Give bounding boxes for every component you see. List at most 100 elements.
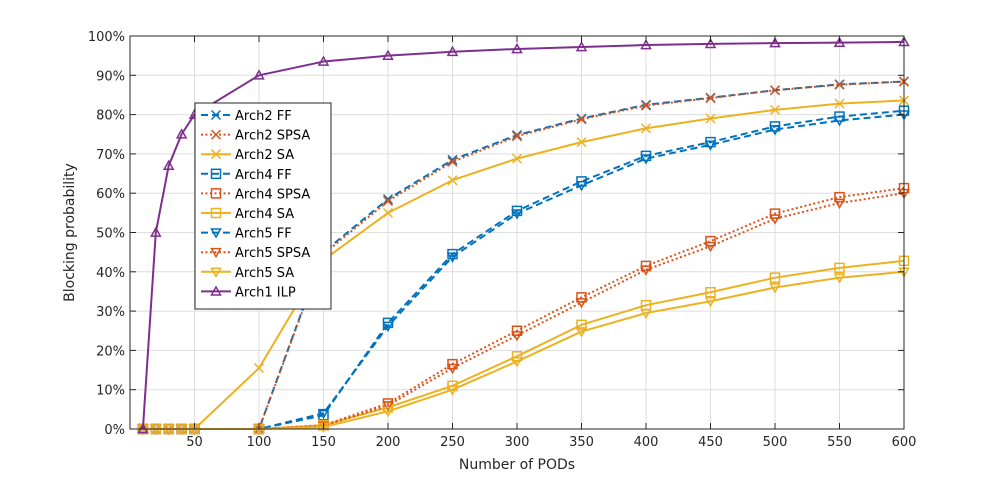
data-point-arch2-spsa	[382, 196, 394, 207]
data-point-arch1-ilp	[704, 37, 717, 49]
data-point-arch2-sa	[511, 153, 523, 164]
y-tick-label: 10%	[96, 384, 125, 399]
legend-swatch-marker	[210, 109, 222, 121]
data-point-arch5-ff	[317, 408, 330, 420]
data-point-arch1-ilp	[162, 159, 175, 171]
data-point-arch2-spsa	[705, 93, 716, 104]
data-point-arch1-ilp	[575, 40, 588, 52]
x-tick-label: 350	[569, 435, 594, 450]
data-point-arch2-ff	[447, 154, 458, 165]
data-point-arch5-sa	[511, 357, 523, 368]
x-axis-label: Number of PODs	[459, 457, 575, 473]
data-point-arch5-ff	[382, 321, 394, 333]
data-point-arch5-sa	[704, 296, 717, 308]
legend-entry-arch4-sa: Arch4 SA	[201, 207, 294, 222]
data-point-arch5-ff	[640, 154, 652, 165]
data-point-arch1-ilp	[175, 128, 188, 139]
data-point-arch5-sa	[382, 406, 394, 418]
data-point-arch5-spsa	[640, 265, 652, 276]
x-tick-label: 600	[892, 435, 917, 450]
data-point-arch2-sa	[834, 98, 845, 109]
data-point-arch5-sa	[640, 308, 652, 320]
legend-label: Arch2 SPSA	[235, 129, 310, 144]
y-tick-label: 60%	[96, 187, 125, 202]
data-point-arch4-spsa	[576, 292, 587, 303]
legend-label: Arch5 SPSA	[235, 246, 310, 261]
series-line-arch1-ilp	[141, 40, 905, 430]
legend-swatch-marker	[210, 168, 222, 180]
legend-label: Arch5 FF	[235, 227, 292, 242]
legend-swatch-marker	[210, 149, 222, 160]
legend-label: Arch5 SA	[235, 266, 294, 281]
legend-entry-arch5-ff: Arch5 FF	[201, 227, 292, 242]
legend-swatch-marker	[210, 247, 222, 259]
data-point-arch2-spsa	[511, 131, 523, 142]
series-line-arch4-ff	[142, 109, 905, 430]
data-point-arch2-sa	[705, 113, 716, 124]
legend-entry-arch1-ilp: Arch1 ILP	[201, 285, 296, 300]
data-point-arch4-sa	[705, 286, 716, 298]
series-arch1-ilp	[137, 35, 910, 434]
y-tick-label: 30%	[96, 305, 125, 320]
y-tick-label: 80%	[96, 109, 125, 124]
data-point-arch5-spsa	[769, 214, 781, 225]
x-tick-label: 450	[698, 435, 723, 450]
x-tick-label: 300	[505, 435, 530, 450]
data-point-arch5-sa	[833, 273, 846, 284]
legend-entry-arch2-sa: Arch2 SA	[201, 148, 294, 163]
data-point-arch2-sa	[640, 123, 652, 134]
y-tick-label: 100%	[88, 30, 125, 45]
data-point-arch5-spsa	[575, 298, 588, 309]
data-point-arch4-sa	[576, 319, 587, 331]
data-point-arch2-spsa	[769, 85, 781, 96]
legend-swatch-marker	[210, 129, 222, 140]
data-point-arch5-ff	[833, 116, 846, 127]
data-point-arch1-ilp	[833, 36, 846, 48]
legend-swatch-marker	[210, 285, 222, 296]
legend-entry-arch2-spsa: Arch2 SPSA	[201, 129, 310, 144]
data-point-arch5-spsa	[511, 331, 523, 342]
y-tick-label: 20%	[96, 344, 125, 359]
legend-label: Arch2 SA	[235, 148, 294, 163]
legend-entry-arch4-spsa: Arch4 SPSA	[201, 187, 310, 202]
legend-entry-arch5-sa: Arch5 SA	[201, 266, 294, 281]
legend-label: Arch1 ILP	[235, 285, 296, 300]
data-point-arch2-sa	[576, 137, 587, 148]
x-tick-label: 400	[634, 435, 659, 450]
data-point-arch2-sa	[769, 104, 781, 115]
y-tick-label: 70%	[96, 148, 125, 163]
data-point-arch2-ff	[382, 194, 394, 205]
data-point-arch2-sa	[382, 207, 394, 218]
x-tick-label: 200	[376, 435, 401, 450]
x-tick-label: 100	[247, 435, 272, 450]
legend-entry-arch2-ff: Arch2 FF	[201, 109, 292, 124]
legend-label: Arch2 FF	[235, 109, 292, 124]
data-point-arch4-sa	[769, 272, 781, 283]
data-point-arch4-spsa	[769, 208, 781, 219]
y-tick-label: 40%	[96, 266, 125, 281]
data-point-arch1-ilp	[446, 45, 459, 57]
data-point-arch1-ilp	[640, 38, 652, 50]
legend-swatch-marker	[210, 228, 222, 239]
legend-entry-arch4-ff: Arch4 FF	[201, 168, 292, 183]
data-point-arch5-spsa	[704, 241, 717, 253]
legend-label: Arch4 SPSA	[235, 187, 310, 202]
legend-swatch-marker	[210, 207, 222, 219]
legend: Arch2 FF Arch2 SPSA Arch2 SA Arch4 FF Arch4 …	[194, 102, 332, 310]
legend-label: Arch4 SA	[235, 207, 294, 222]
data-point-arch5-spsa	[382, 401, 394, 412]
data-point-arch4-sa	[834, 262, 845, 274]
data-point-arch5-sa	[575, 327, 588, 338]
data-point-arch2-spsa	[834, 79, 845, 90]
y-tick-label: 90%	[96, 69, 125, 84]
data-point-arch2-spsa	[576, 114, 587, 125]
data-point-arch1-ilp	[317, 55, 330, 66]
data-point-arch2-spsa	[640, 100, 652, 111]
data-point-arch5-sa	[769, 283, 781, 294]
data-point-arch4-spsa	[511, 325, 523, 336]
legend-swatch-marker	[210, 267, 222, 278]
data-point-arch5-ff	[704, 140, 717, 151]
data-point-arch2-spsa	[447, 156, 458, 167]
data-point-arch5-spsa	[833, 198, 846, 210]
